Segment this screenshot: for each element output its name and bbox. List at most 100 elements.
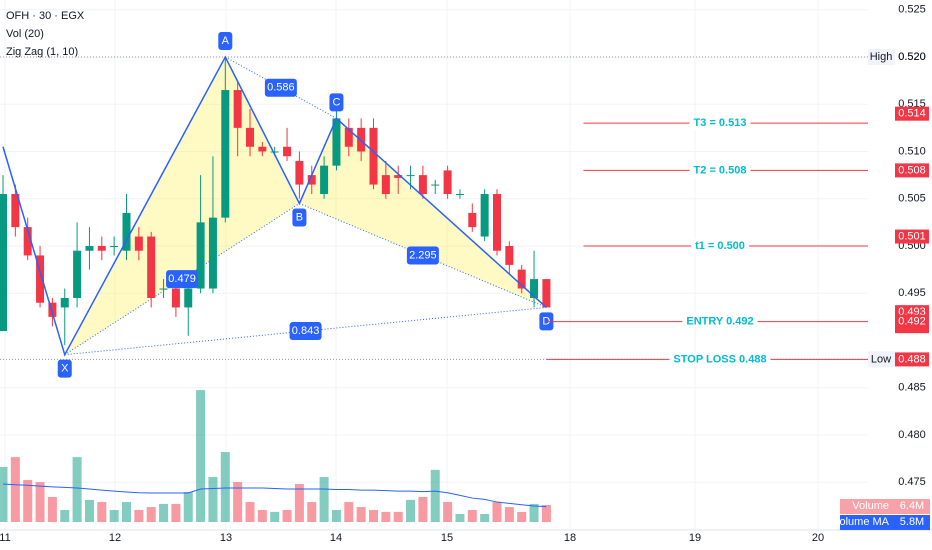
volume-bar <box>418 497 428 522</box>
volume-bar <box>245 502 255 522</box>
volume-badge <box>840 499 930 514</box>
legend-symbol: OFH · 30 · EGX <box>6 10 85 22</box>
volume-bar <box>270 511 280 522</box>
volume-bar <box>331 510 341 522</box>
x-tick-label: 20 <box>812 532 824 544</box>
candle-body <box>394 175 403 178</box>
level-label: T3 = 0.513 <box>694 117 747 129</box>
volume-bar <box>257 510 267 522</box>
candle-body <box>344 127 353 147</box>
x-tick-label: 15 <box>441 532 453 544</box>
volume-bar <box>220 452 230 522</box>
x-tick-label: 11 <box>0 532 11 544</box>
price-badge-label: 0.492 <box>898 316 926 328</box>
level-label: T2 = 0.508 <box>694 164 747 176</box>
volume-badge <box>840 515 930 530</box>
candle-body <box>11 194 20 228</box>
level-label-bg <box>682 314 758 329</box>
candle-body <box>122 212 131 251</box>
volume-bar <box>0 466 8 522</box>
volume-bar <box>47 497 57 522</box>
price-badge-label: 0.508 <box>898 164 926 176</box>
x-tick-label: 18 <box>564 532 576 544</box>
volume-bar <box>72 457 82 522</box>
ratio-box <box>406 246 439 265</box>
volume-bar <box>344 502 354 522</box>
volume-bar <box>319 477 329 522</box>
candle-body <box>73 250 82 298</box>
volume-bar <box>171 503 181 522</box>
volume-bar <box>84 499 94 522</box>
candle-body <box>505 246 514 265</box>
y-tick-label: 0.505 <box>898 193 926 205</box>
point-box <box>292 208 307 227</box>
candle-body <box>443 170 452 195</box>
volume-bar <box>109 510 119 522</box>
candle-body <box>295 160 304 185</box>
volume-bar <box>294 483 304 522</box>
volume-bar <box>10 457 20 522</box>
ratio-label: 2.295 <box>409 249 437 261</box>
candle-body <box>85 246 94 251</box>
candle-body <box>246 127 254 147</box>
point-box <box>57 359 72 378</box>
high-value: 0.520 <box>898 51 926 63</box>
level-label: STOP LOSS 0.488 <box>673 353 766 365</box>
zigzag-line <box>2 55 547 357</box>
candle-body <box>381 175 390 195</box>
volume-bar <box>541 504 551 522</box>
volume-bar <box>529 503 539 522</box>
candle-body <box>258 146 267 152</box>
legend: OFH · 30 · EGX Vol (20) Zig Zag (1, 10) <box>6 10 85 58</box>
volume-bar <box>406 499 416 522</box>
volume-bar <box>369 510 378 522</box>
candle-body <box>48 302 57 317</box>
volume-bar <box>60 510 70 522</box>
volume-bar <box>146 507 156 522</box>
pattern-fill <box>64 56 300 355</box>
candle-body <box>517 269 526 289</box>
x-tick-label: 14 <box>330 532 342 544</box>
price-badge <box>895 106 929 121</box>
price-badge <box>895 314 929 329</box>
y-tick-label: 0.520 <box>898 51 926 63</box>
volume-bar <box>97 502 107 522</box>
level-label-bg <box>669 352 771 367</box>
point-label: C <box>332 96 340 108</box>
candle-body <box>23 227 32 256</box>
candle-body <box>36 255 45 303</box>
volume-bar <box>159 503 169 522</box>
level-label: ENTRY 0.492 <box>686 316 753 328</box>
volume-bar <box>430 469 440 522</box>
candle-body <box>110 246 119 247</box>
candle-body <box>530 279 539 298</box>
low-tag <box>868 351 895 368</box>
volume-badge-name: Volume MA <box>833 516 890 528</box>
candle-body <box>147 236 156 298</box>
candle-body <box>134 236 143 251</box>
candle-body <box>332 118 341 166</box>
price-badge <box>895 352 929 367</box>
volume-ma-line <box>2 483 547 508</box>
candle-body <box>196 222 205 289</box>
candle-body <box>270 151 279 153</box>
volume-badge-name: Volume <box>852 500 889 512</box>
level-label-bg <box>689 116 751 131</box>
candle-body <box>406 175 415 177</box>
ratio-box <box>289 322 322 341</box>
ratio-label: 0.843 <box>292 325 320 337</box>
level-label-bg <box>691 239 749 253</box>
volume-bar <box>196 390 206 522</box>
y-tick-label: 0.525 <box>898 4 926 16</box>
y-tick-label: 0.495 <box>898 287 926 299</box>
ratio-box <box>264 78 297 97</box>
volume-bar <box>282 510 292 522</box>
x-tick-label: 19 <box>689 532 701 544</box>
y-tick-label: 0.480 <box>898 429 926 441</box>
price-badge-label: 0.501 <box>898 230 926 242</box>
volume-bar <box>134 510 144 522</box>
point-box <box>329 93 344 112</box>
volume-bar <box>122 502 131 522</box>
